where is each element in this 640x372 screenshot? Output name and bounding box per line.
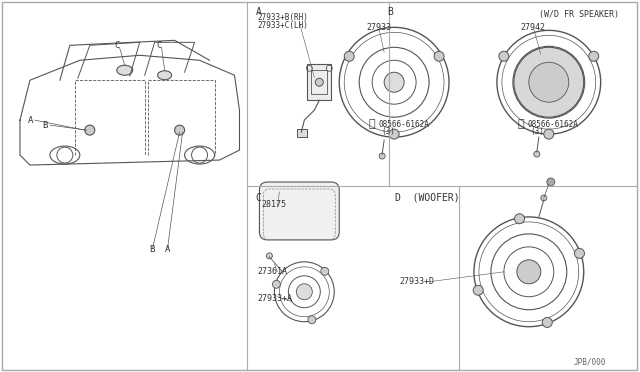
Bar	[298, 129, 307, 137]
Text: B: B	[150, 246, 155, 254]
Circle shape	[266, 253, 273, 259]
Text: 28175: 28175	[261, 201, 287, 209]
Ellipse shape	[116, 65, 132, 75]
Circle shape	[542, 317, 552, 327]
Text: 08566-6162A: 08566-6162A	[378, 120, 429, 129]
Circle shape	[514, 47, 584, 117]
Circle shape	[296, 284, 312, 300]
Text: B: B	[42, 121, 47, 129]
Circle shape	[541, 195, 547, 201]
Circle shape	[473, 285, 483, 295]
Text: 27933+C(LH): 27933+C(LH)	[257, 21, 308, 30]
Circle shape	[529, 62, 569, 102]
Text: C: C	[115, 41, 120, 50]
Ellipse shape	[157, 71, 172, 80]
Circle shape	[273, 280, 280, 288]
Text: A: A	[255, 7, 261, 17]
Text: 27361A: 27361A	[257, 267, 287, 276]
Circle shape	[517, 260, 541, 284]
Circle shape	[389, 129, 399, 139]
Text: (3): (3)	[531, 126, 545, 136]
Text: A: A	[164, 246, 170, 254]
Circle shape	[344, 51, 354, 61]
Circle shape	[499, 51, 509, 61]
Text: 27942: 27942	[521, 23, 546, 32]
Text: B: B	[387, 7, 393, 17]
Text: C: C	[157, 41, 162, 50]
Text: Ⓢ: Ⓢ	[368, 119, 375, 129]
Text: 27933+B(RH): 27933+B(RH)	[257, 13, 308, 22]
Circle shape	[589, 51, 599, 61]
Text: JPB/000: JPB/000	[573, 357, 606, 366]
FancyBboxPatch shape	[259, 182, 339, 240]
Circle shape	[321, 267, 329, 275]
Circle shape	[547, 178, 555, 186]
Text: (3): (3)	[381, 126, 395, 136]
Bar	[307, 64, 332, 100]
Text: (W/D FR SPEAKER): (W/D FR SPEAKER)	[539, 10, 619, 19]
Circle shape	[316, 78, 323, 86]
Circle shape	[175, 125, 184, 135]
Circle shape	[384, 72, 404, 92]
Text: Ⓢ: Ⓢ	[518, 119, 525, 129]
Circle shape	[544, 129, 554, 139]
Text: A: A	[28, 116, 33, 125]
Circle shape	[575, 248, 584, 259]
Text: 27933: 27933	[366, 23, 391, 32]
Circle shape	[434, 51, 444, 61]
Circle shape	[379, 153, 385, 159]
Bar	[311, 70, 327, 94]
Ellipse shape	[513, 46, 585, 118]
Text: 08566-6162A: 08566-6162A	[528, 120, 579, 129]
Circle shape	[534, 151, 540, 157]
Text: 27933+D: 27933+D	[399, 277, 434, 286]
Circle shape	[308, 316, 316, 324]
Text: D  (WOOFER): D (WOOFER)	[395, 193, 460, 203]
Text: 27933+A: 27933+A	[257, 294, 292, 303]
Circle shape	[85, 125, 95, 135]
Circle shape	[515, 214, 524, 224]
Text: C: C	[255, 193, 261, 203]
